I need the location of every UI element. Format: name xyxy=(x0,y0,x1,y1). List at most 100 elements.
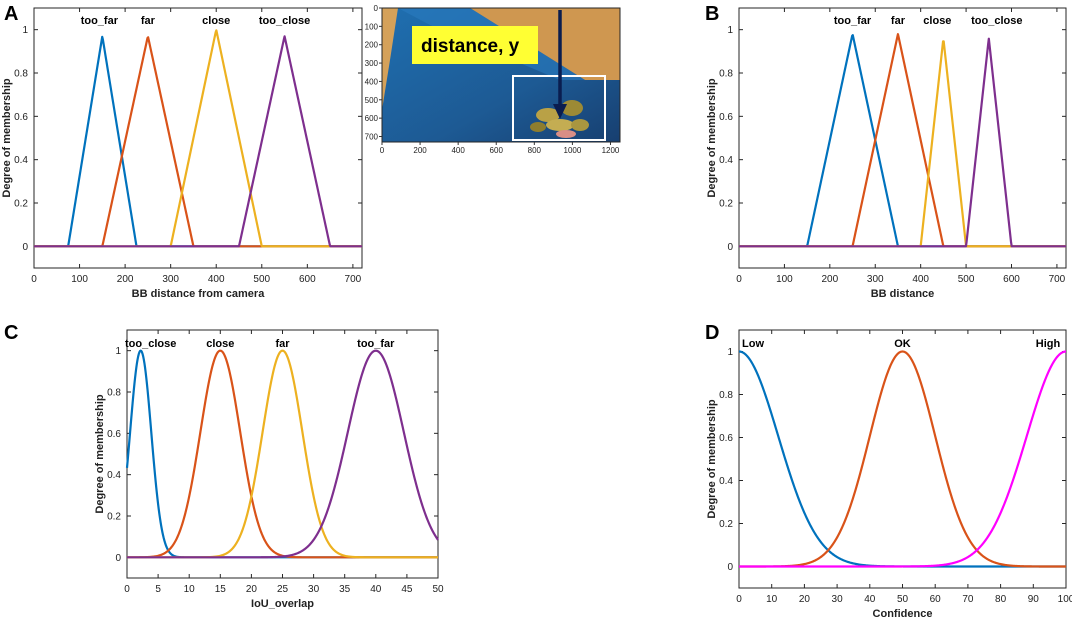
series-line-close xyxy=(33,29,363,248)
series-line-far xyxy=(33,36,363,248)
x-tick-label: 30 xyxy=(308,584,320,595)
distance-label-box xyxy=(412,26,538,64)
series-label-close: close xyxy=(923,15,951,27)
series-label-too-close: too_close xyxy=(971,15,1022,27)
series-line-too-close xyxy=(738,37,1067,248)
y-tick-label: 0.6 xyxy=(14,112,28,123)
y-tick-label: 1 xyxy=(22,25,28,36)
x-tick-label: 100 xyxy=(776,274,793,285)
x-tick-label: 400 xyxy=(208,274,225,285)
x-tick-label: 0 xyxy=(736,594,742,605)
distance-arrow-head xyxy=(553,104,567,119)
x-tick-label: 400 xyxy=(912,274,929,285)
inset-y-tick-label: 400 xyxy=(365,77,379,86)
y-tick-label: 0 xyxy=(727,562,733,573)
y-tick-label: 1 xyxy=(727,25,733,36)
x-tick-label: 25 xyxy=(277,584,289,595)
x-tick-label: 0 xyxy=(736,274,742,285)
x-tick-label: 100 xyxy=(71,274,88,285)
x-tick-label: 40 xyxy=(864,594,876,605)
x-tick-label: 45 xyxy=(401,584,413,595)
inset-x-tick-label: 0 xyxy=(380,146,385,155)
series-label-close: close xyxy=(206,338,234,350)
panel-letter-b: B xyxy=(705,3,719,25)
x-tick-label: 700 xyxy=(1049,274,1066,285)
y-tick-label: 0 xyxy=(727,242,733,253)
plot-frame xyxy=(738,329,1067,589)
series-label-far: far xyxy=(141,15,156,27)
y-tick-label: 0 xyxy=(22,242,28,253)
inset-x-tick-label: 600 xyxy=(490,146,504,155)
x-tick-label: 50 xyxy=(432,584,444,595)
x-tick-label: 600 xyxy=(299,274,316,285)
x-tick-label: 0 xyxy=(124,584,130,595)
x-tick-label: 200 xyxy=(821,274,838,285)
distance-label: distance, y xyxy=(421,36,520,57)
chart-panel-b: 0 100 200 300 400 500 600 700 0 0.2 0.4 0.6 0.8 1 BB d… xyxy=(706,7,1067,300)
y-axis-label: Degree of membership xyxy=(706,399,718,518)
panel-letter-a: A xyxy=(4,3,18,25)
inset-x-tick-label: 1000 xyxy=(564,146,582,155)
x-tick-label: 70 xyxy=(962,594,974,605)
x-tick-label: 30 xyxy=(832,594,844,605)
x-tick-label: 15 xyxy=(215,584,227,595)
y-tick-label: 0.8 xyxy=(107,388,121,399)
x-tick-label: 500 xyxy=(253,274,270,285)
series-line-close xyxy=(738,40,1067,248)
series-label-too-far: too_far xyxy=(834,15,872,27)
series-label-high: High xyxy=(1036,338,1061,350)
y-tick-label: 0.4 xyxy=(719,476,733,487)
x-tick-label: 600 xyxy=(1003,274,1020,285)
inset-x-tick-label: 1200 xyxy=(602,146,620,155)
y-tick-label: 0.6 xyxy=(719,433,733,444)
x-tick-label: 500 xyxy=(958,274,975,285)
y-tick-label: 0.4 xyxy=(719,155,733,166)
series-label-ok: OK xyxy=(894,338,911,350)
y-tick-label: 0.8 xyxy=(14,69,28,80)
plot-frame xyxy=(126,329,439,579)
chart-panel-c: 0 5 10 15 20 25 30 35 40 45 50 0 0.2 0.4 0.6 0.8 1 IoU_ov… xyxy=(94,329,444,610)
inset-y-tick-label: 300 xyxy=(365,59,379,68)
series-label-too-far: too_far xyxy=(357,338,395,350)
x-axis-label: BB distance from camera xyxy=(132,288,266,300)
inset-y-tick-label: 200 xyxy=(365,41,379,50)
y-tick-label: 0.8 xyxy=(719,390,733,401)
x-tick-label: 10 xyxy=(766,594,778,605)
x-tick-label: 20 xyxy=(246,584,258,595)
x-tick-label: 50 xyxy=(897,594,909,605)
x-tick-label: 200 xyxy=(117,274,134,285)
plot-frame xyxy=(33,7,363,269)
series-line-too-close xyxy=(33,35,363,248)
y-tick-label: 0.8 xyxy=(719,69,733,80)
y-tick-label: 1 xyxy=(115,346,121,357)
y-tick-label: 0.2 xyxy=(719,199,733,210)
x-axis-label: BB distance xyxy=(871,288,935,300)
x-tick-label: 40 xyxy=(370,584,382,595)
x-tick-label: 100 xyxy=(1058,594,1072,605)
series-line-high xyxy=(738,350,1067,568)
plant-icon xyxy=(530,100,589,138)
series-line-low xyxy=(738,350,1067,568)
panel-letter-c: C xyxy=(4,322,18,344)
inset-y-tick-label: 100 xyxy=(365,22,379,31)
series-label-low: Low xyxy=(742,338,764,350)
camera-image-inset: distance, y 0 200 400 600 800 1000 1200 0 100 200… xyxy=(365,4,621,155)
series-label-far: far xyxy=(891,15,906,27)
x-tick-label: 5 xyxy=(155,584,161,595)
inset-x-tick-label: 400 xyxy=(451,146,465,155)
series-line-ok xyxy=(738,350,1067,568)
panel-letter-d: D xyxy=(705,322,719,344)
y-tick-label: 1 xyxy=(727,347,733,358)
series-line-far xyxy=(738,33,1067,248)
x-tick-label: 300 xyxy=(162,274,179,285)
series-label-too-far: too_far xyxy=(81,15,119,27)
inset-frame xyxy=(381,7,621,143)
y-tick-label: 0.4 xyxy=(14,155,28,166)
x-tick-label: 35 xyxy=(339,584,351,595)
y-axis-label: Degree of membership xyxy=(94,394,106,513)
series-line-too-far xyxy=(33,35,363,248)
series-label-too-close: too_close xyxy=(259,15,310,27)
inset-y-tick-label: 600 xyxy=(365,114,379,123)
y-axis-label: Degree of membership xyxy=(1,78,13,197)
plot-frame xyxy=(738,7,1067,269)
